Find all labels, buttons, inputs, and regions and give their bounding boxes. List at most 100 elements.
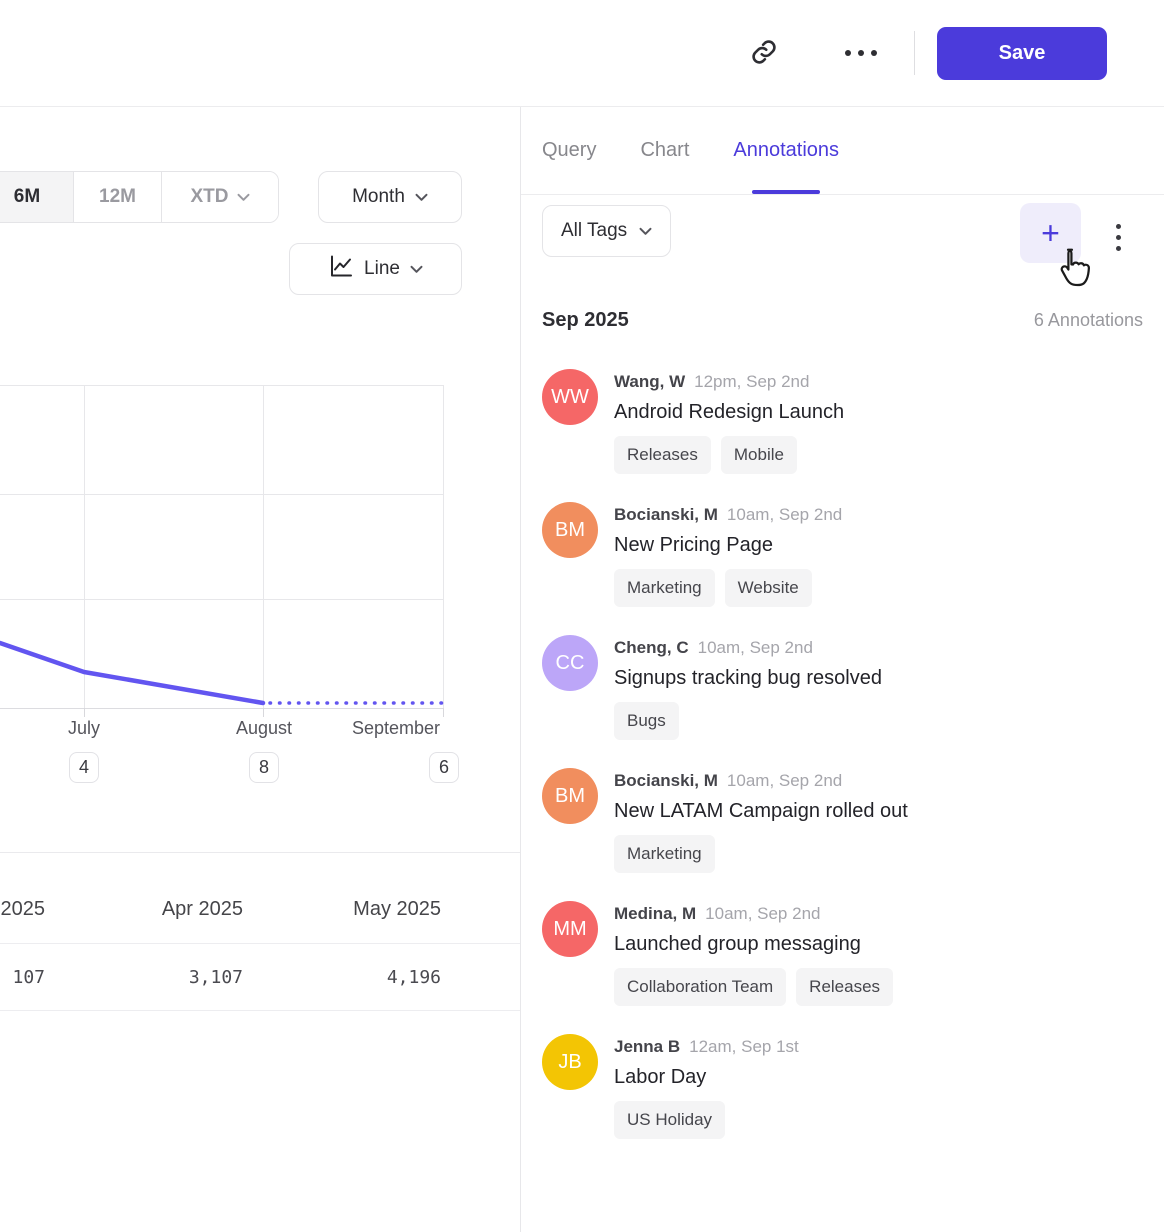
chart-panel: 6M 12M XTD Month Line xyxy=(0,107,521,1232)
tag-filter-dropdown[interactable]: All Tags xyxy=(542,205,672,257)
table-value-cell: 107 xyxy=(12,966,45,988)
avatar: WW xyxy=(542,369,598,425)
annotations-body: All Tags + Sep 2025 6 Annotations xyxy=(521,195,1164,1139)
breakdown-table: 2025 Apr 2025 May 2025 107 3,107 4,196 xyxy=(0,852,520,1011)
annotation-title: Launched group messaging xyxy=(614,933,861,955)
annotations-list: WW Wang, W 12pm, Sep 2nd Android Redesig… xyxy=(542,369,1143,1139)
share-link-button[interactable] xyxy=(742,31,786,75)
range-12m-button[interactable]: 12M xyxy=(73,172,161,222)
range-xtd-label: XTD xyxy=(190,186,229,207)
interval-dropdown[interactable]: Month xyxy=(318,171,462,223)
chevron-down-icon xyxy=(410,258,423,280)
chevron-down-icon xyxy=(639,220,652,242)
tag-pill[interactable]: Mobile xyxy=(720,436,797,474)
annotation-author: Wang, W xyxy=(614,372,686,391)
topbar-divider xyxy=(914,31,915,75)
annotation-item[interactable]: MM Medina, M 10am, Sep 2nd Launched grou… xyxy=(542,901,1143,1006)
annotation-timestamp: 10am, Sep 2nd xyxy=(726,771,843,790)
add-annotation-button[interactable]: + xyxy=(1020,203,1081,263)
annotations-section-header: Sep 2025 6 Annotations xyxy=(542,309,1143,332)
annotation-content: Bocianski, M 10am, Sep 2nd New Pricing P… xyxy=(614,502,842,607)
annotation-title: Labor Day xyxy=(614,1066,707,1088)
table-header-row: 2025 Apr 2025 May 2025 xyxy=(0,853,520,944)
avatar: BM xyxy=(542,768,598,824)
tag-pill[interactable]: Releases xyxy=(614,436,711,474)
annotation-tags: Collaboration Team Releases xyxy=(614,968,894,1006)
annotation-timestamp: 10am, Sep 2nd xyxy=(726,505,843,524)
annotation-title: New Pricing Page xyxy=(614,534,773,556)
annotation-item[interactable]: JB Jenna B 12am, Sep 1st Labor Day US Ho… xyxy=(542,1034,1143,1139)
table-header-cell: Apr 2025 xyxy=(161,897,243,920)
tag-pill[interactable]: US Holiday xyxy=(614,1101,726,1139)
annotation-tags: Bugs xyxy=(614,702,882,740)
annotation-author: Bocianski, M xyxy=(614,771,718,790)
line-chart xyxy=(0,385,445,717)
annotation-item[interactable]: BM Bocianski, M 10am, Sep 2nd New Pricin… xyxy=(542,502,1143,607)
annotation-timestamp: 12pm, Sep 2nd xyxy=(694,372,810,391)
x-axis-label-august: August xyxy=(235,718,293,738)
annotations-panel: Query Chart Annotations All Tags + xyxy=(521,107,1164,1232)
series-line-solid xyxy=(0,640,266,706)
avatar: MM xyxy=(542,901,598,957)
tag-pill[interactable]: Releases xyxy=(796,968,894,1006)
tag-filter-label: All Tags xyxy=(561,220,628,241)
annotation-tags: Marketing xyxy=(614,835,908,873)
table-value-cell: 3,107 xyxy=(188,966,243,988)
line-chart-icon xyxy=(328,253,354,285)
panel-tabs: Query Chart Annotations xyxy=(521,107,1164,195)
range-xtd-button[interactable]: XTD xyxy=(161,172,278,222)
interval-label: Month xyxy=(352,186,405,207)
avatar: BM xyxy=(542,502,598,558)
annotations-count: 6 Annotations xyxy=(1033,310,1143,330)
tag-pill[interactable]: Bugs xyxy=(614,702,679,740)
top-bar: Save xyxy=(0,0,1164,107)
annotation-content: Cheng, C 10am, Sep 2nd Signups tracking … xyxy=(614,635,882,740)
tag-pill[interactable]: Website xyxy=(724,569,812,607)
section-month-label: Sep 2025 xyxy=(542,309,629,331)
annotation-count-badge-september[interactable]: 6 xyxy=(429,752,459,783)
link-icon xyxy=(749,37,779,70)
range-segmented-control: 6M 12M XTD xyxy=(0,171,279,223)
table-header-cell: May 2025 xyxy=(353,897,441,920)
annotation-title: Signups tracking bug resolved xyxy=(614,667,882,689)
tab-annotations-label: Annotations xyxy=(733,139,840,161)
main-area: 6M 12M XTD Month Line xyxy=(0,107,1164,1232)
annotation-item[interactable]: WW Wang, W 12pm, Sep 2nd Android Redesig… xyxy=(542,369,1143,474)
tab-query[interactable]: Query xyxy=(542,107,596,194)
range-6m-button[interactable]: 6M xyxy=(0,172,73,222)
more-options-button[interactable] xyxy=(839,31,883,75)
annotation-timestamp: 10am, Sep 2nd xyxy=(705,904,821,923)
avatar: JB xyxy=(542,1034,598,1090)
chart-type-label: Line xyxy=(364,258,400,279)
table-value-cell: 4,196 xyxy=(386,966,441,988)
annotation-title: Android Redesign Launch xyxy=(614,401,845,423)
annotation-item[interactable]: BM Bocianski, M 10am, Sep 2nd New LATAM … xyxy=(542,768,1143,873)
annotation-count-badge-july[interactable]: 4 xyxy=(69,752,99,783)
annotation-count-badge-august[interactable]: 8 xyxy=(249,752,279,783)
table-value-row: 107 3,107 4,196 xyxy=(0,944,520,1011)
save-button[interactable]: Save xyxy=(937,26,1107,80)
annotation-author: Cheng, C xyxy=(614,638,689,657)
tab-annotations[interactable]: Annotations xyxy=(733,107,839,194)
annotation-content: Medina, M 10am, Sep 2nd Launched group m… xyxy=(614,901,894,1006)
annotation-tags: US Holiday xyxy=(614,1101,799,1139)
x-axis-label-july: July xyxy=(67,718,101,738)
ellipsis-icon xyxy=(845,50,877,56)
annotation-content: Wang, W 12pm, Sep 2nd Android Redesign L… xyxy=(614,369,844,474)
x-axis-label-september: September xyxy=(351,718,441,738)
tag-pill[interactable]: Marketing xyxy=(614,569,715,607)
annotation-tags: Releases Mobile xyxy=(614,436,844,474)
annotation-timestamp: 10am, Sep 2nd xyxy=(697,638,813,657)
annotation-author: Jenna B xyxy=(614,1037,681,1056)
chart-type-dropdown[interactable]: Line xyxy=(289,243,462,295)
table-header-cell: 2025 xyxy=(0,897,46,920)
tag-pill[interactable]: Collaboration Team xyxy=(614,968,787,1006)
annotation-content: Jenna B 12am, Sep 1st Labor Day US Holid… xyxy=(614,1034,799,1139)
kebab-icon xyxy=(1115,223,1121,251)
annotation-item[interactable]: CC Cheng, C 10am, Sep 2nd Signups tracki… xyxy=(542,635,1143,740)
tag-pill[interactable]: Marketing xyxy=(614,835,715,873)
panel-menu-button[interactable] xyxy=(1106,215,1130,259)
annotation-author: Bocianski, M xyxy=(614,505,718,524)
tab-chart[interactable]: Chart xyxy=(640,107,689,194)
annotation-timestamp: 12am, Sep 1st xyxy=(689,1037,799,1056)
